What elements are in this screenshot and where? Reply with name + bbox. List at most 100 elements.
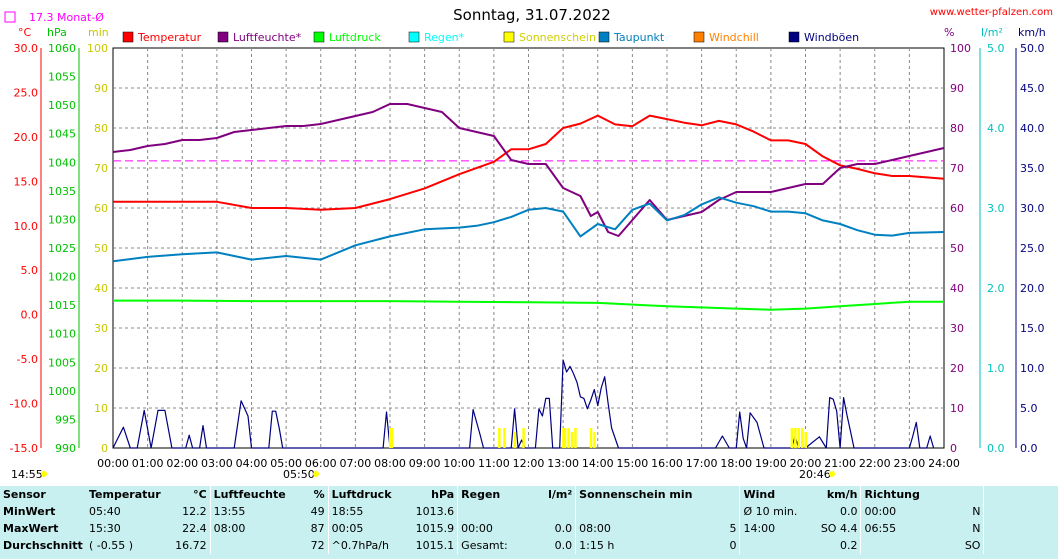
sun-tick-label: 30 — [94, 322, 108, 335]
cell — [695, 503, 740, 520]
cell: 13:55 — [209, 503, 295, 520]
pressure-tick-label: 1060 — [48, 42, 76, 55]
statistics-table: Sensor Temperatur °C Luftfeuchte % Luftd… — [0, 486, 991, 554]
unit-wind: km/h — [1018, 26, 1046, 39]
x-tick-label: 23:00 — [894, 457, 926, 470]
sunshine-bar — [801, 428, 804, 448]
legend-label: Luftdruck — [329, 31, 381, 44]
series-group — [112, 103, 945, 449]
cell: 15:30 — [89, 522, 121, 535]
x-tick-label: 02:00 — [166, 457, 198, 470]
sunshine-bar — [522, 428, 525, 448]
x-tick-label: 06:00 — [305, 457, 337, 470]
statistics-panel: Sensor Temperatur °C Luftfeuchte % Luftd… — [0, 486, 1058, 559]
hdr-rain: Regen — [457, 486, 537, 503]
sun-tick-label: 10 — [94, 402, 108, 415]
legend-label: Temperatur — [137, 31, 202, 44]
temp-tick-label: 5.0 — [21, 264, 39, 277]
x-tick-label: 05:00 — [270, 457, 302, 470]
cell: 87 — [310, 522, 325, 535]
series-line-luftfeuchte — [112, 103, 945, 237]
legend-swatch — [693, 31, 705, 43]
rain-tick-label: 1.0 — [987, 362, 1005, 375]
hdr-temp-unit: °C — [193, 488, 207, 501]
sunshine-bar — [513, 432, 517, 448]
series-line-taupunkt — [112, 196, 945, 263]
legend-label: Windböen — [804, 31, 859, 44]
legend-swatch — [217, 31, 229, 43]
sunshine-bar — [503, 428, 506, 448]
monthly-avg-legend-box — [4, 11, 16, 23]
legend: Temperatur Luftfeuchte* Luftdruck Regen* Son… — [122, 31, 859, 44]
sunshine-bar — [790, 428, 794, 448]
wind-tick-label: 10.0 — [1020, 362, 1045, 375]
cell: 72 — [310, 539, 325, 552]
pressure-tick-label: 990 — [55, 442, 76, 455]
stats-row-min: MinWert 05:40 12.2 13:55 49 18:55 1013.6… — [0, 503, 991, 520]
sun-tick-label: 60 — [94, 202, 108, 215]
cell: SO — [964, 539, 981, 552]
x-tick-label: 24:00 — [928, 457, 960, 470]
temp-tick-label: 10.0 — [14, 220, 39, 233]
humidity-tick-label: 80 — [950, 122, 964, 135]
wind-tick-label: 45.0 — [1020, 82, 1045, 95]
wind-tick-label: 15.0 — [1020, 322, 1045, 335]
pressure-tick-label: 1050 — [48, 99, 76, 112]
unit-sun: min — [88, 26, 109, 39]
cell: 18:55 — [327, 503, 413, 520]
grid — [113, 48, 944, 448]
cell: 1:15 h — [575, 537, 696, 554]
humidity-tick-label: 100 — [950, 42, 971, 55]
x-tick-label: 07:00 — [340, 457, 372, 470]
cell: 00:00 — [860, 503, 938, 520]
x-tick-label: 22:00 — [859, 457, 891, 470]
x-tick-label: 18:00 — [720, 457, 752, 470]
temp-tick-label: 0.0 — [21, 309, 39, 322]
cell: 1015.1 — [415, 539, 455, 552]
legend-swatch — [122, 31, 134, 43]
sunshine-bar — [570, 432, 574, 448]
sun-tick-label: 80 — [94, 122, 108, 135]
wind-tick-label: 5.0 — [1020, 402, 1038, 415]
temp-tick-label: 15.0 — [14, 175, 39, 188]
cell: ^0.7hPa/h — [327, 537, 413, 554]
cell — [209, 537, 295, 554]
series-line-temperatur — [113, 114, 945, 211]
cell — [860, 537, 938, 554]
chart-title: Sonntag, 31.07.2022 — [453, 6, 611, 24]
source-url[interactable]: www.wetter-pfalzen.com — [930, 7, 1053, 18]
sunset-time: 20:46 — [799, 468, 831, 481]
wind-tick-label: 40.0 — [1020, 122, 1045, 135]
pressure-tick-label: 1010 — [48, 328, 76, 341]
temp-tick-label: 20.0 — [14, 131, 39, 144]
series-line-windböen — [112, 359, 935, 449]
cell: N — [972, 505, 981, 518]
x-tick-label: 03:00 — [201, 457, 233, 470]
sunshine-bar — [562, 428, 565, 448]
sun-tick-label: 20 — [94, 362, 108, 375]
humidity-tick-label: 0 — [950, 442, 957, 455]
cell: N — [972, 522, 981, 535]
hdr-hum-unit: % — [313, 488, 325, 501]
pressure-tick-label: 1000 — [48, 385, 76, 398]
sunshine-bar — [593, 432, 596, 448]
cell: 08:00 — [209, 520, 295, 537]
legend-label: Taupunkt — [613, 31, 665, 44]
legend-label: Luftfeuchte* — [233, 31, 302, 44]
pressure-tick-label: 1020 — [48, 271, 76, 284]
wind-tick-label: 30.0 — [1020, 202, 1045, 215]
wind-tick-label: 25.0 — [1020, 242, 1045, 255]
hdr-sensor: Sensor — [3, 488, 46, 501]
cell: 1013.6 — [415, 505, 455, 518]
pressure-tick-label: 1040 — [48, 156, 76, 169]
series-line-luftdruck — [113, 299, 944, 311]
cell: 22.4 — [182, 522, 207, 535]
sun-tick-label: 40 — [94, 282, 108, 295]
rain-tick-label: 4.0 — [987, 122, 1005, 135]
humidity-tick-label: 10 — [950, 402, 964, 415]
x-tick-label: 12:00 — [513, 457, 545, 470]
cell: 00:05 — [327, 520, 413, 537]
hdr-wind-unit: km/h — [826, 488, 858, 501]
legend-swatch — [503, 31, 515, 43]
x-tick-label: 01:00 — [132, 457, 164, 470]
